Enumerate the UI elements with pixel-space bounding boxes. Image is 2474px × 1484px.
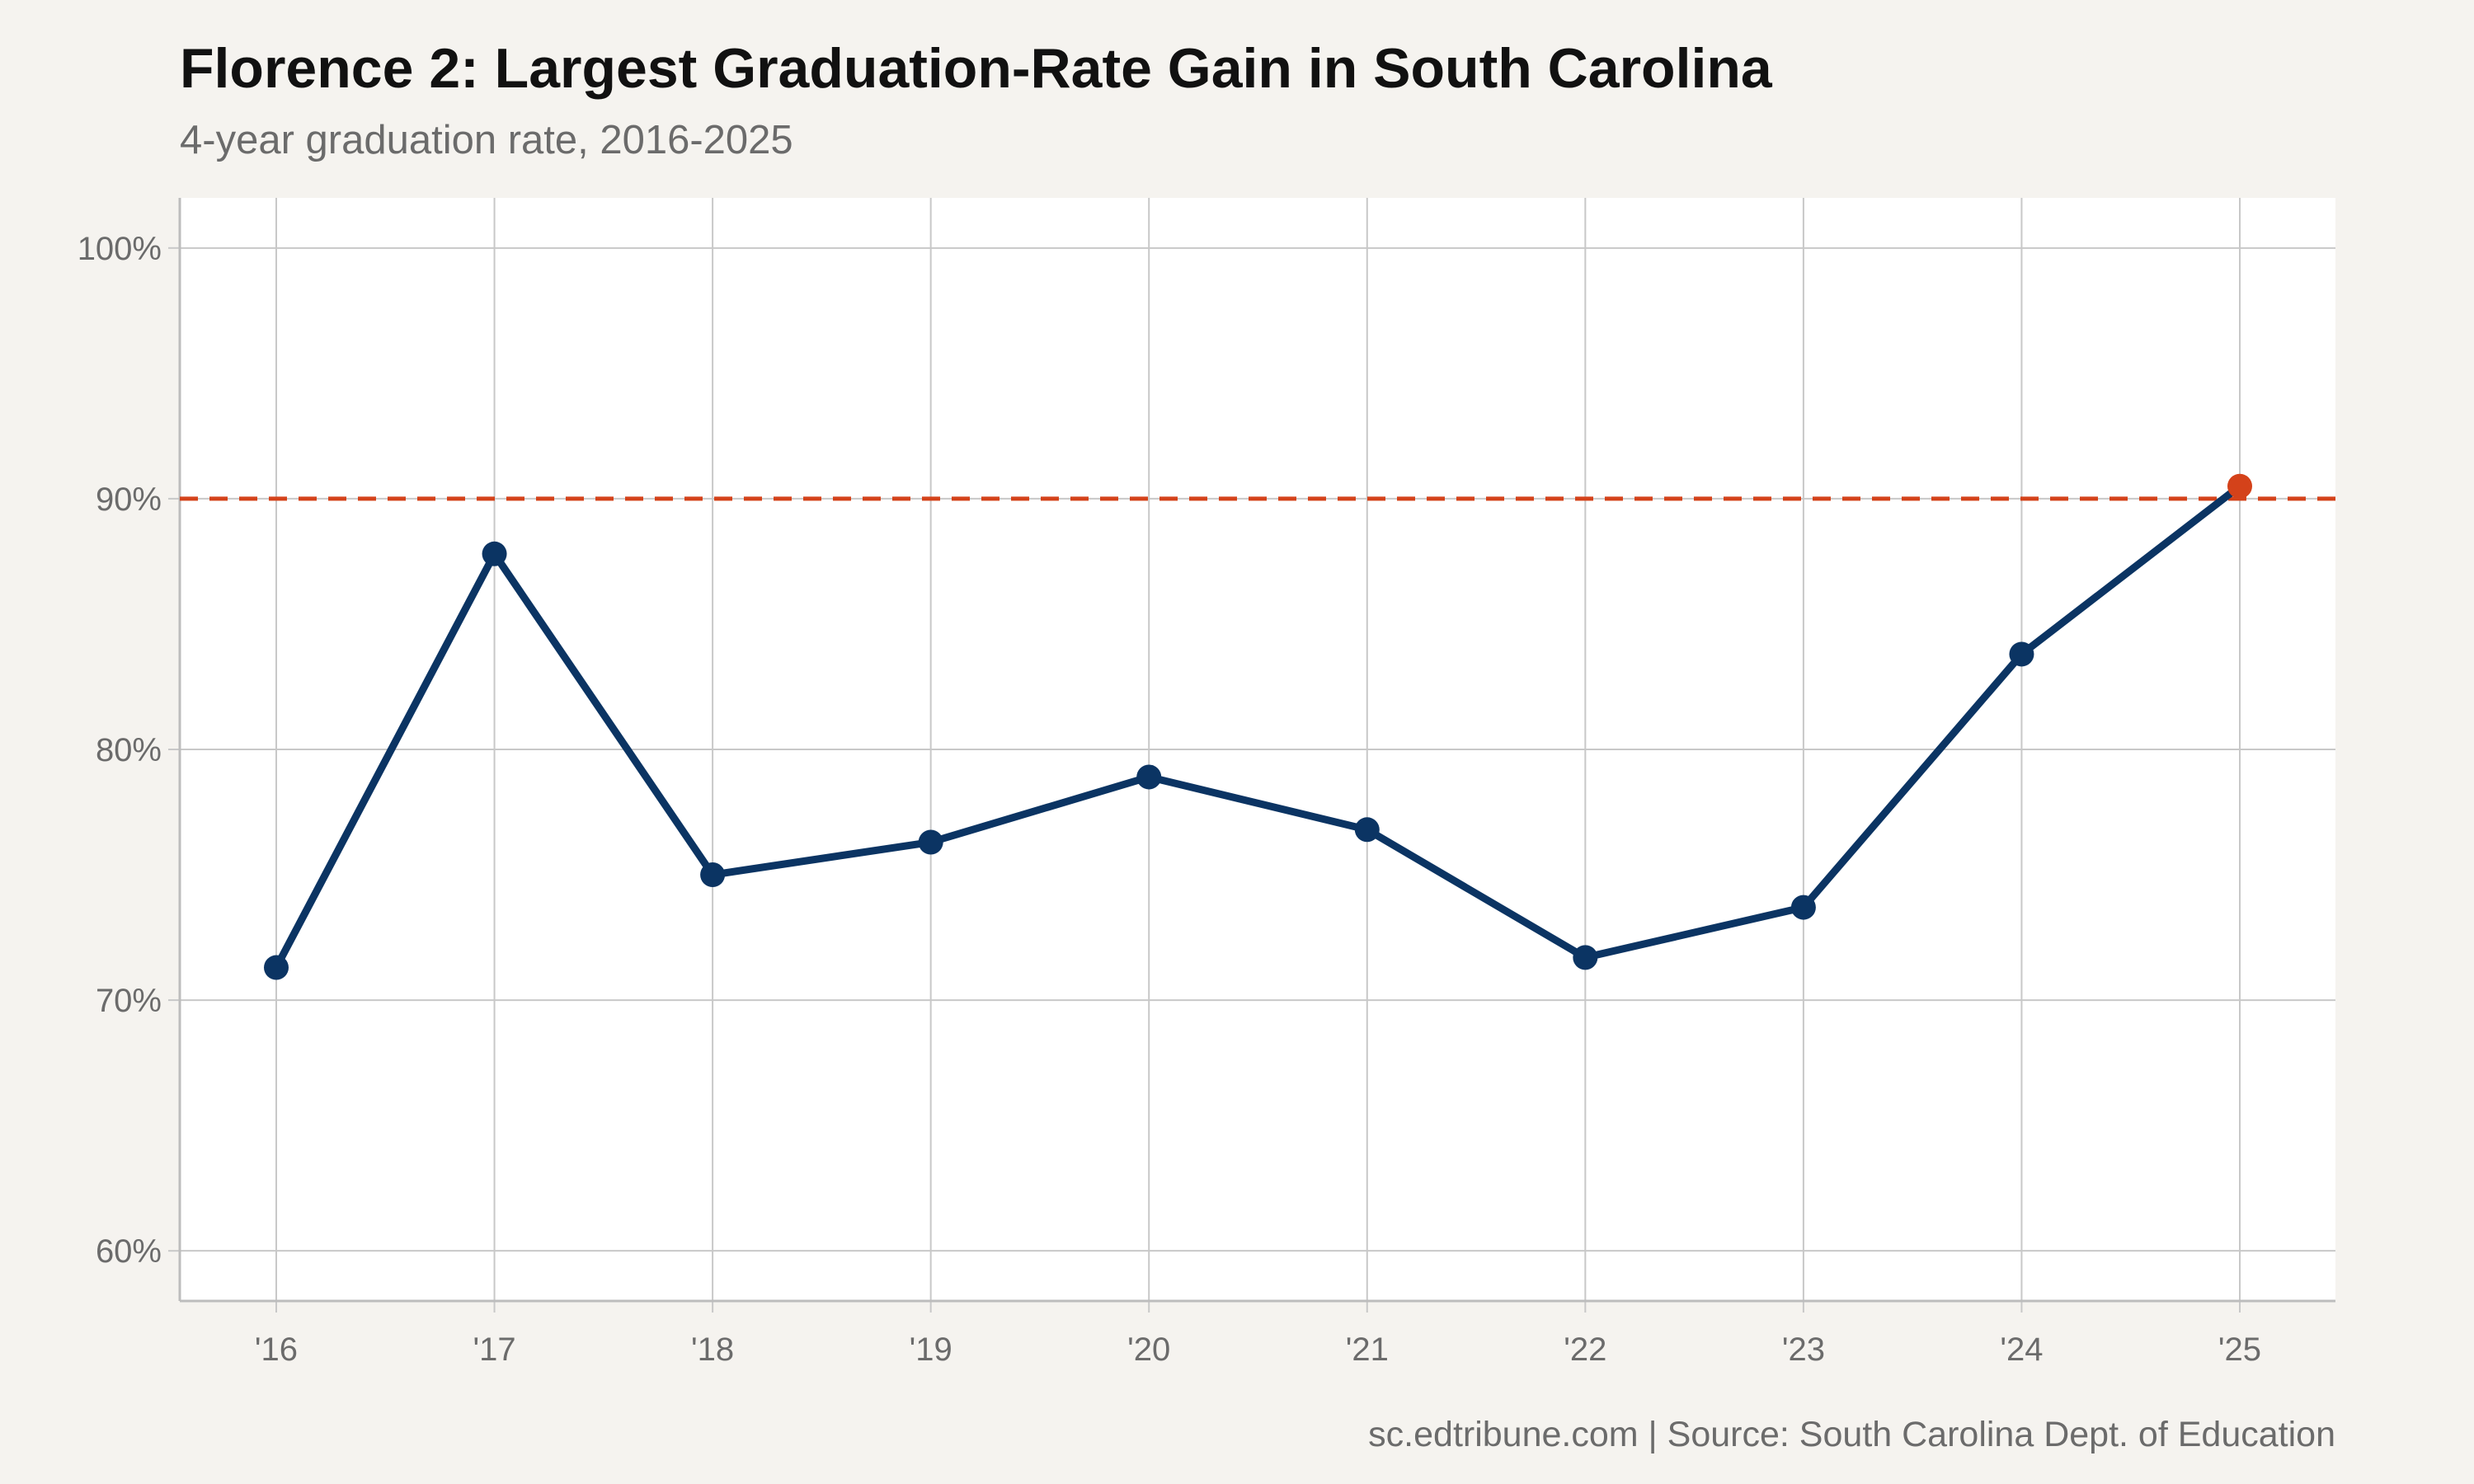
- data-point: [264, 955, 289, 980]
- y-tick-label: 80%: [96, 732, 162, 768]
- y-tick-label: 100%: [78, 231, 162, 267]
- chart-title: Florence 2: Largest Graduation-Rate Gain…: [180, 37, 1772, 100]
- series-line: [272, 482, 2244, 972]
- series-layer: [264, 473, 2252, 980]
- x-tick-label: '18: [691, 1331, 734, 1368]
- data-point: [700, 862, 726, 888]
- data-point: [918, 829, 943, 855]
- data-point: [1354, 817, 1380, 843]
- data-point: [1573, 945, 1598, 970]
- y-tick-label: 70%: [96, 983, 162, 1019]
- data-point: [482, 541, 507, 566]
- chart-subtitle: 4-year graduation rate, 2016-2025: [180, 118, 793, 162]
- tick-labels: 60% 70% 80% 90% 100% '16 '17 '18 '19 '20 '21 '22 '23…: [78, 231, 2261, 1368]
- x-tick-label: '23: [1782, 1331, 1825, 1368]
- x-tick-label: '21: [1346, 1331, 1389, 1368]
- highlight-point: [2227, 473, 2252, 499]
- y-tick-label: 90%: [96, 481, 162, 518]
- axes: [168, 198, 2335, 1313]
- y-tick-label: 60%: [96, 1233, 162, 1270]
- data-point: [2009, 641, 2034, 667]
- x-tick-label: '25: [2218, 1331, 2261, 1368]
- x-tick-label: '20: [1127, 1331, 1170, 1368]
- source-credit: sc.edtribune.com | Source: South Carolin…: [1368, 1415, 2335, 1454]
- x-tick-label: '16: [255, 1331, 298, 1368]
- x-tick-label: '22: [1564, 1331, 1606, 1368]
- x-tick-label: '24: [2000, 1331, 2043, 1368]
- x-tick-label: '19: [910, 1331, 952, 1368]
- data-point: [1136, 764, 1162, 790]
- data-point: [1790, 895, 1816, 920]
- x-tick-label: '17: [473, 1331, 515, 1368]
